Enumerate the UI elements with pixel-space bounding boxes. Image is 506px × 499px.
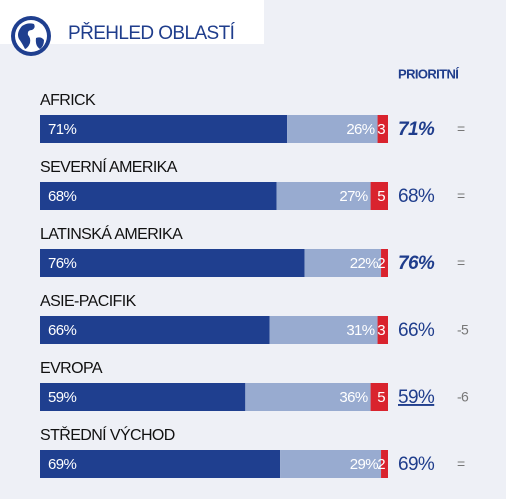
bar-segment <box>377 316 388 344</box>
bar-segment <box>381 450 388 478</box>
bar-segment <box>40 182 277 210</box>
priority-value: 66% <box>398 320 435 341</box>
change-value: = <box>457 121 465 137</box>
change-value: -5 <box>457 322 469 338</box>
segment-label: 22% <box>350 255 378 272</box>
segment-label: 5 <box>377 389 385 406</box>
bar-segment <box>280 450 382 478</box>
segment-label: 2 <box>377 456 385 473</box>
globe-icon <box>11 16 51 56</box>
category-label: EVROPA <box>40 360 103 377</box>
priority-value: 68% <box>398 186 435 207</box>
priority-value: 76% <box>398 253 435 274</box>
bar-segment <box>287 115 378 143</box>
bar-segment <box>370 383 388 411</box>
bar-segment <box>40 115 288 143</box>
bar-segment <box>370 182 388 210</box>
segment-label: 68% <box>48 188 76 205</box>
bar-segment <box>40 383 246 411</box>
bar-segment <box>40 316 270 344</box>
bar-segment <box>269 316 378 344</box>
priority-value: 71% <box>398 119 435 140</box>
category-label: STŘEDNÍ VÝCHOD <box>40 425 175 444</box>
segment-label: 29% <box>350 456 378 473</box>
segment-label: 66% <box>48 322 76 339</box>
segment-label: 27% <box>339 188 367 205</box>
bar-segment <box>381 249 388 277</box>
bar-segment <box>40 249 305 277</box>
bar-segment <box>377 115 388 143</box>
category-label: AFRICK <box>40 92 96 109</box>
segment-label: 71% <box>48 121 76 138</box>
bar-segment <box>245 383 371 411</box>
category-label: LATINSKÁ AMERIKA <box>40 224 183 243</box>
change-value: -6 <box>457 389 469 405</box>
change-value: = <box>457 456 465 472</box>
segment-label: 31% <box>346 322 374 339</box>
segment-label: 3 <box>377 121 385 138</box>
segment-label: 26% <box>346 121 374 138</box>
segment-label: 59% <box>48 389 76 406</box>
segment-label: 5 <box>377 188 385 205</box>
bar-segment <box>40 450 281 478</box>
bar-segment <box>276 182 371 210</box>
change-value: = <box>457 188 465 204</box>
priority-header: PRIORITNÍ <box>398 66 459 81</box>
segment-label: 36% <box>339 389 367 406</box>
category-label: SEVERNÍ AMERIKA <box>40 157 178 176</box>
segment-label: 69% <box>48 456 76 473</box>
priority-value: 59% <box>398 387 435 408</box>
segment-label: 76% <box>48 255 76 272</box>
segment-label: 2 <box>377 255 385 272</box>
segment-label: 3 <box>377 322 385 339</box>
category-label: ASIE-PACIFIK <box>40 293 137 310</box>
bar-segment <box>304 249 382 277</box>
chart-title: PŘEHLED OBLASTÍ <box>68 22 236 44</box>
priority-value: 69% <box>398 454 435 475</box>
change-value: = <box>457 255 465 271</box>
